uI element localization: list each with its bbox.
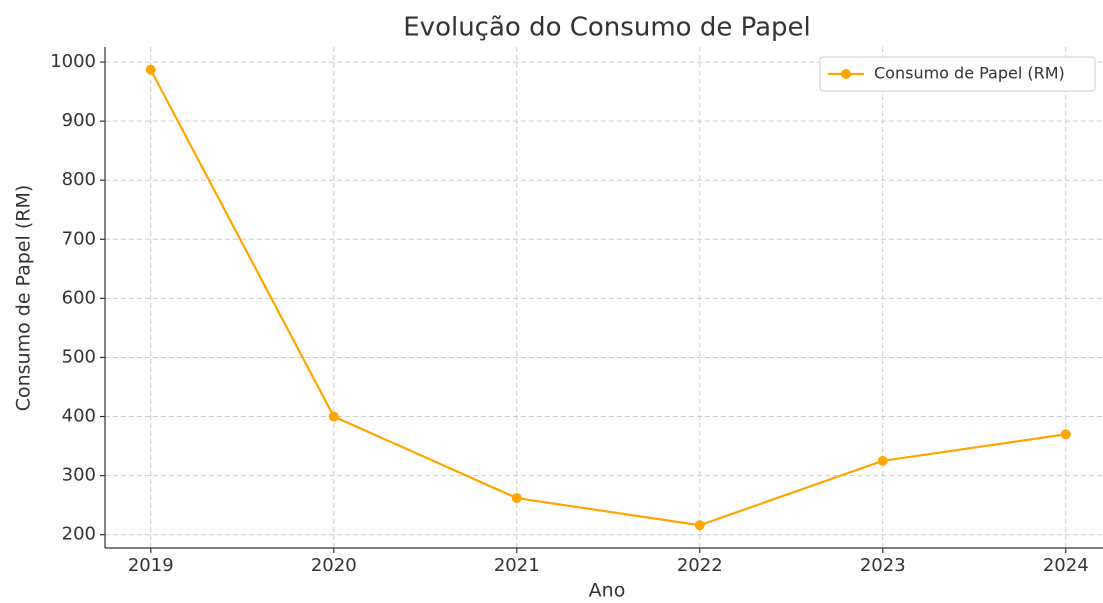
legend-box <box>819 56 1096 92</box>
x-tick-label: 2021 <box>494 555 540 576</box>
x-axis-label: Ano <box>589 580 626 602</box>
y-tick-label: 500 <box>62 346 96 367</box>
point <box>145 64 156 75</box>
y-tick-label: 700 <box>62 228 96 249</box>
x-tick-label: 2023 <box>860 555 906 576</box>
y-tick-label: 200 <box>62 524 96 545</box>
y-tick-label: 1000 <box>50 51 96 72</box>
x-tick-label: 2019 <box>128 555 174 576</box>
legend-marker <box>841 69 851 79</box>
line <box>149 69 1066 527</box>
x-tick-label: 2022 <box>677 555 723 576</box>
y-axis-label: Consumo de Papel (RM) <box>13 185 35 412</box>
legend: Consumo de Papel (RM) <box>819 56 1096 92</box>
y-tick-label: 600 <box>62 287 96 308</box>
x-tick-label: 2024 <box>1043 555 1089 576</box>
point <box>694 520 705 531</box>
legend-label: Consumo de Papel (RM) <box>874 64 1065 83</box>
point <box>511 493 522 504</box>
point <box>877 455 888 466</box>
point <box>328 411 339 422</box>
point <box>1060 429 1071 440</box>
x-tick-label: 2020 <box>311 555 357 576</box>
chart-title: Evolução do Consumo de Papel <box>403 13 811 43</box>
y-tick-label: 800 <box>62 169 96 190</box>
y-tick-label: 300 <box>62 465 96 486</box>
y-tick-label: 900 <box>62 110 96 131</box>
y-tick-label: 400 <box>62 406 96 427</box>
